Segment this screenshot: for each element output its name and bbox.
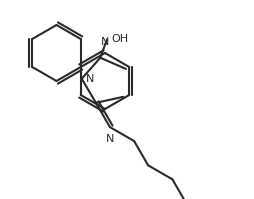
Text: N: N xyxy=(105,134,114,144)
Text: OH: OH xyxy=(110,34,128,44)
Text: N: N xyxy=(85,74,94,84)
Text: N: N xyxy=(100,37,109,47)
